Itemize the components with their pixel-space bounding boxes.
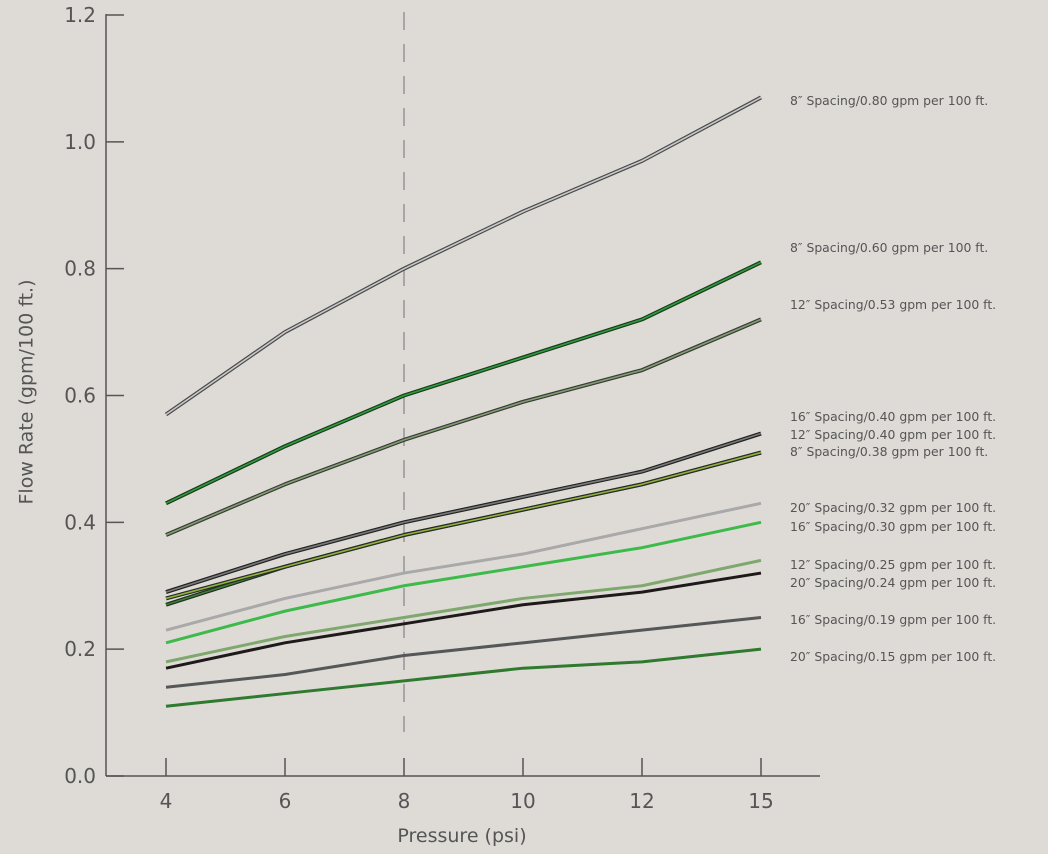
series-line — [165, 647, 762, 708]
series-label: 20″ Spacing/0.32 gpm per 100 ft. — [790, 500, 996, 515]
y-tick-label: 1.2 — [64, 3, 96, 27]
series-line — [165, 318, 762, 536]
series-line-group — [164, 95, 762, 417]
series-line-group — [165, 317, 762, 537]
series-line-group — [165, 450, 762, 601]
axes — [105, 14, 820, 777]
series-label: 12″ Spacing/0.25 gpm per 100 ft. — [790, 557, 996, 572]
series-label: 12″ Spacing/0.40 gpm per 100 ft. — [790, 427, 996, 442]
x-tick-label: 15 — [748, 789, 773, 813]
series-line-group — [165, 520, 762, 645]
series-line-group — [165, 260, 762, 506]
x-tick-label: 6 — [279, 789, 292, 813]
series-label: 8″ Spacing/0.60 gpm per 100 ft. — [790, 240, 988, 255]
x-tick-label: 4 — [160, 789, 173, 813]
series-line — [165, 558, 762, 664]
series-line — [165, 615, 762, 689]
ticks: 0.0 0.2 0.4 0.6 0.8 1.0 1.2 4 6 8 10 12 15 — [64, 3, 774, 813]
series-line-group — [165, 501, 762, 632]
series-line-group — [165, 647, 762, 708]
series-label: 20″ Spacing/0.24 gpm per 100 ft. — [790, 575, 996, 590]
y-tick-label: 0.6 — [64, 384, 96, 408]
series-line-outline — [165, 260, 762, 506]
series-line-group — [165, 431, 762, 594]
series-label: 16″ Spacing/0.40 gpm per 100 ft. — [790, 409, 996, 424]
series-line — [165, 520, 762, 645]
y-tick-label: 0.8 — [64, 257, 96, 281]
series-line-group — [165, 615, 762, 689]
series-line — [165, 451, 762, 600]
series-label: 16″ Spacing/0.30 gpm per 100 ft. — [790, 519, 996, 534]
series-line — [165, 501, 762, 632]
series-line — [165, 96, 762, 416]
y-tick-label: 0.0 — [64, 764, 96, 788]
series-label: 16″ Spacing/0.19 gpm per 100 ft. — [790, 612, 996, 627]
series-labels: 8″ Spacing/0.80 gpm per 100 ft. 8″ Spacin… — [790, 93, 996, 664]
series-line-group — [165, 558, 762, 664]
series-label: 12″ Spacing/0.53 gpm per 100 ft. — [790, 297, 996, 312]
x-axis-title: Pressure (psi) — [397, 825, 526, 847]
series-line — [165, 432, 762, 593]
y-tick-label: 1.0 — [64, 130, 96, 154]
y-tick-label: 0.2 — [64, 637, 96, 661]
y-tick-label: 0.4 — [64, 510, 96, 534]
series-line — [165, 261, 762, 505]
x-tick-label: 10 — [510, 789, 535, 813]
series-line-group — [165, 571, 762, 670]
series-line-outline — [165, 431, 762, 594]
y-axis-title: Flow Rate (gpm/100 ft.) — [16, 279, 38, 504]
series-lines — [164, 95, 762, 708]
series-label: 20″ Spacing/0.15 gpm per 100 ft. — [790, 649, 996, 664]
x-tick-label: 12 — [629, 789, 654, 813]
series-line — [165, 571, 762, 670]
series-label: 8″ Spacing/0.38 gpm per 100 ft. — [790, 444, 988, 459]
x-tick-label: 8 — [398, 789, 411, 813]
series-label: 8″ Spacing/0.80 gpm per 100 ft. — [790, 93, 988, 108]
